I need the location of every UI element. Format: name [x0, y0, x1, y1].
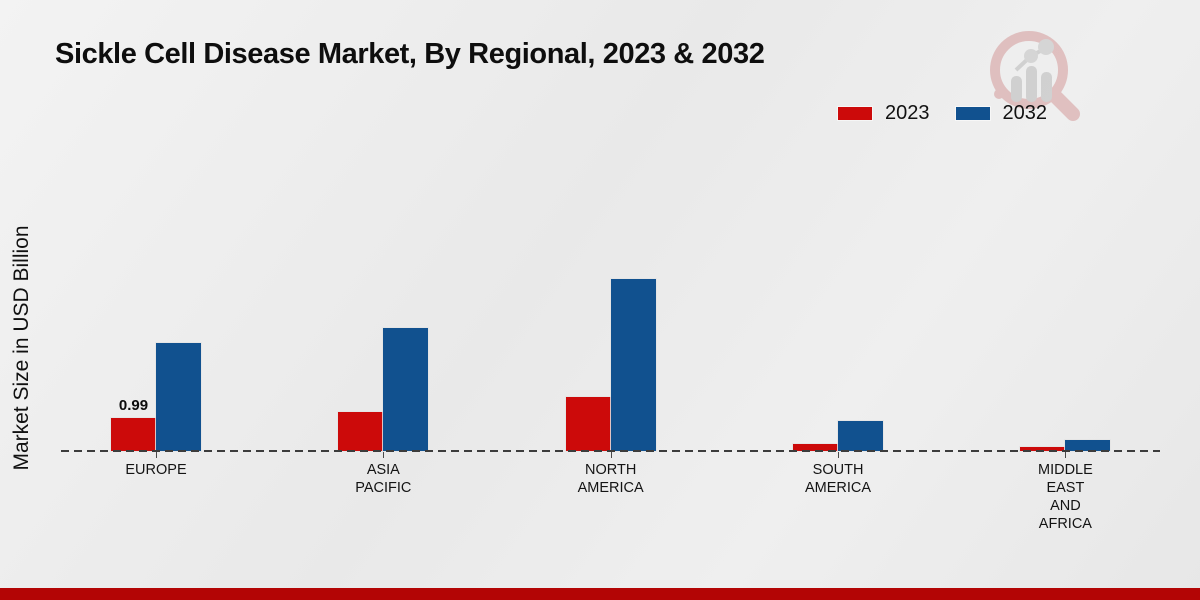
- category-label-north-america: NORTH AMERICA: [577, 462, 644, 496]
- legend-label-2032: 2032: [1002, 102, 1048, 124]
- category-label-asia-pacific: ASIA PACIFIC: [355, 462, 412, 496]
- footer-accent-bar: [0, 588, 1200, 600]
- legend-item-2023: 2023: [838, 102, 930, 125]
- x-axis-dashed-line: [61, 450, 1160, 452]
- x-axis-tick-middle-east-and-africa: [1065, 452, 1067, 458]
- bar-europe-2032: [156, 343, 201, 451]
- bar-middle-east-and-africa-2032: [1065, 440, 1111, 451]
- category-label-middle-east-and-africa: MIDDLE EAST AND AFRICA: [1037, 462, 1093, 532]
- bar-south-america-2032: [838, 421, 884, 451]
- x-axis-tick-north-america: [610, 452, 612, 458]
- chart-title: Sickle Cell Disease Market, By Regional,…: [55, 38, 765, 70]
- category-label-south-america: SOUTH AMERICA: [805, 462, 872, 496]
- x-axis-tick-europe: [156, 452, 157, 458]
- legend: 2023 2032: [838, 102, 1047, 125]
- x-axis-tick-south-america: [838, 452, 840, 458]
- bar-middle-east-and-africa-2023: [1020, 447, 1066, 451]
- bar-europe-2023: [111, 418, 156, 451]
- magnifier-bar-chart-logo: [983, 26, 1081, 124]
- bar-north-america-2023: [565, 397, 611, 451]
- legend-swatch-2023: [838, 107, 872, 120]
- bar-value-label-europe-2023: 0.99: [118, 397, 149, 414]
- legend-swatch-2032: [955, 107, 990, 120]
- legend-label-2023: 2023: [885, 102, 930, 124]
- bar-south-america-2023: [793, 444, 839, 451]
- x-axis-tick-asia-pacific: [383, 452, 385, 458]
- bar-asia-pacific-2023: [338, 412, 384, 451]
- category-label-europe: EUROPE: [125, 462, 187, 478]
- legend-item-2032: 2032: [955, 102, 1048, 125]
- bar-north-america-2032: [610, 279, 656, 451]
- bar-asia-pacific-2032: [383, 328, 429, 451]
